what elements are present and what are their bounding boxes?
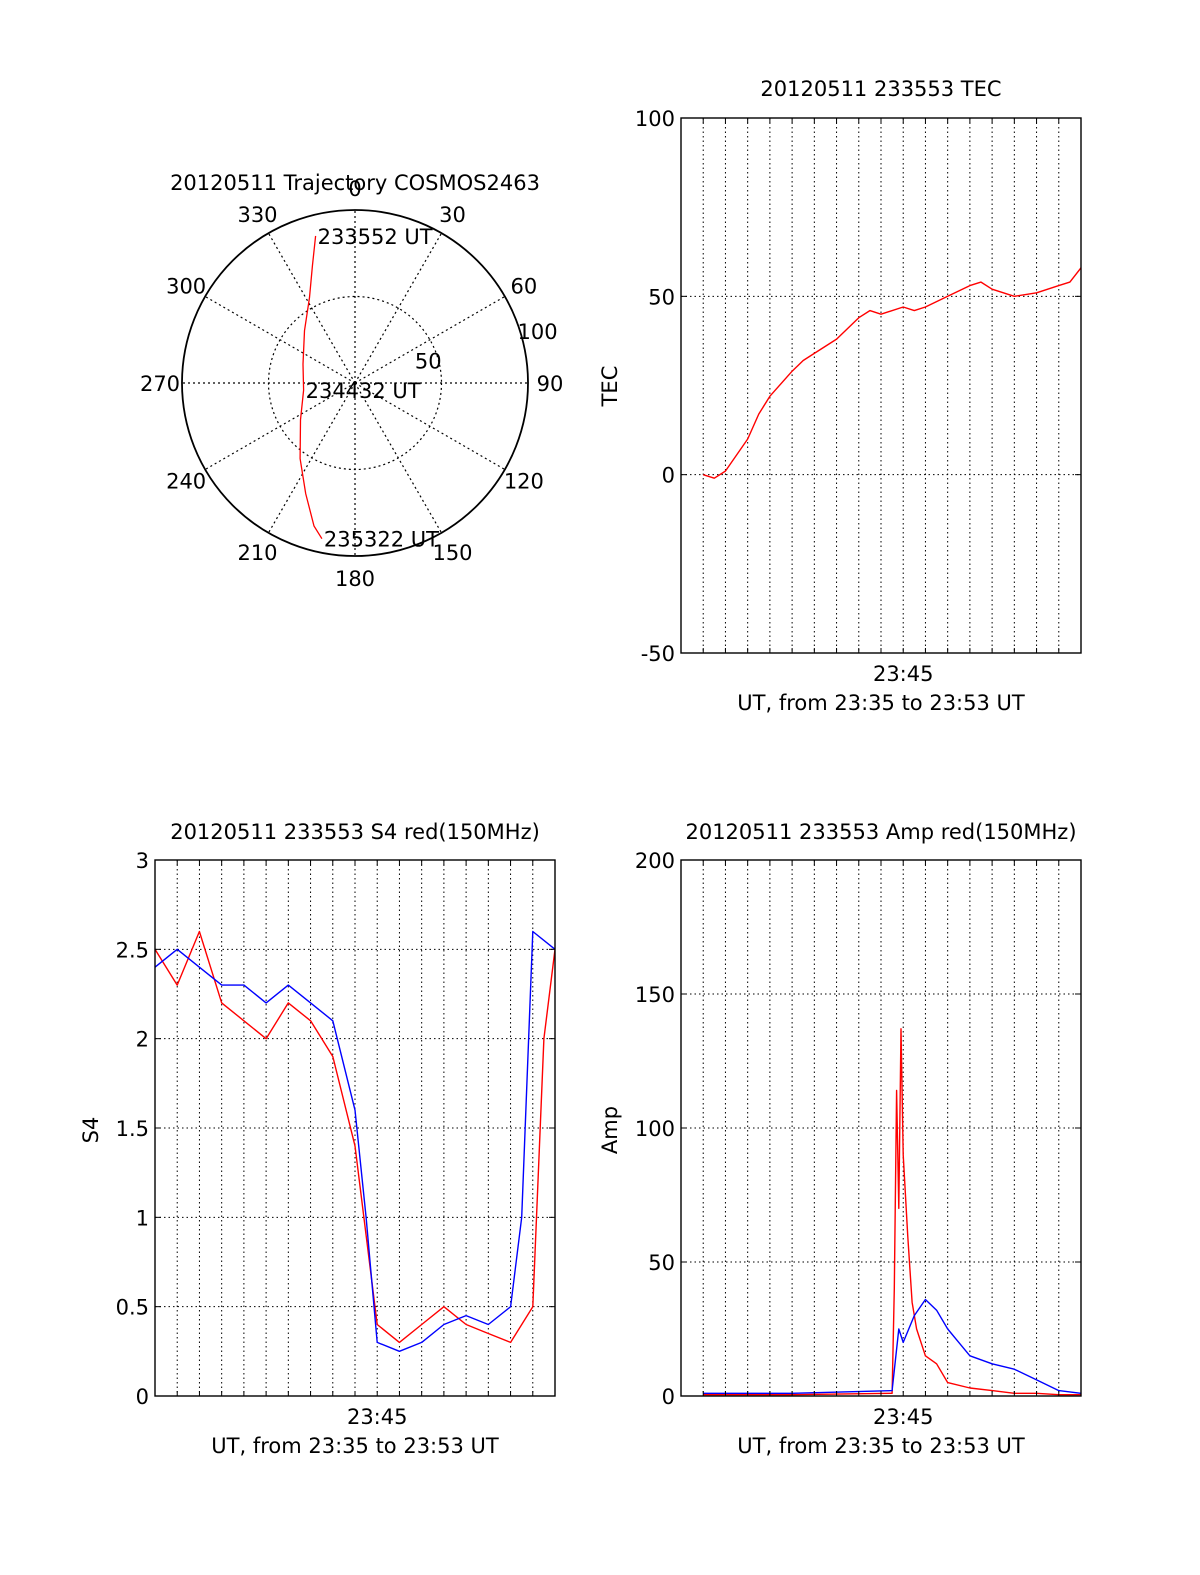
amp-series-line (703, 1298, 1081, 1394)
s4-grid (155, 860, 555, 1396)
amp-ytick-label: 50 (648, 1251, 675, 1275)
s4-ytick-label: 1 (136, 1206, 149, 1230)
amp-ytick-label: 0 (662, 1385, 675, 1409)
amp-xtick-label: 23:45 (873, 1405, 934, 1429)
tec-xtick-label: 23:45 (873, 662, 934, 686)
s4-ylabel: S4 (79, 1117, 103, 1144)
polar-time-annotation: 235322 UT (324, 528, 439, 552)
s4-ytick-label: 1.5 (116, 1117, 149, 1141)
polar-outer-ring (181, 209, 529, 557)
tec-series-line (702, 267, 1081, 479)
amp-axes: 0 50 100 150 200 23:45 (635, 849, 1082, 1429)
s4-ytick-label: 0.5 (116, 1296, 149, 1320)
polar-spoke (354, 295, 506, 384)
tec-ylabel: TEC (598, 366, 622, 408)
tec-xlabel: UT, from 23:35 to 23:53 UT (737, 691, 1025, 715)
s4-ytick-label: 2.5 (116, 938, 149, 962)
tec-ytick-label: 100 (635, 107, 675, 131)
polar-radial-label: 50 (415, 349, 442, 373)
s4-chart: 20120511 233553 S4 red(150MHz) 0 0.5 1 1.5 2… (79, 820, 556, 1458)
polar-spoke (354, 232, 443, 384)
polar-angle-label: 150 (432, 541, 472, 565)
polar-angle-label: 180 (335, 567, 375, 591)
s4-series-line (155, 930, 555, 1352)
amp-ylabel: Amp (598, 1106, 622, 1154)
polar-angle-label: 0 (348, 177, 361, 201)
tec-series (702, 267, 1081, 479)
amp-ytick-label: 100 (635, 1117, 675, 1141)
amp-xlabel: UT, from 23:35 to 23:53 UT (737, 1434, 1025, 1458)
tec-frame (680, 117, 1082, 654)
polar-angle-label: 120 (504, 470, 544, 494)
polar-grid (181, 209, 529, 557)
polar-radial-label: 100 (518, 320, 558, 344)
s4-axes: 0 0.5 1 1.5 2 2.5 3 23:45 (116, 849, 556, 1429)
polar-angle-label: 30 (439, 203, 466, 227)
polar-time-annotation: 233552 UT (318, 225, 433, 249)
amp-series-line (703, 1028, 1081, 1396)
polar-angle-label: 300 (166, 275, 206, 299)
s4-xlabel: UT, from 23:35 to 23:53 UT (211, 1434, 499, 1458)
polar-time-annotation: 234432 UT (306, 379, 421, 403)
s4-frame (154, 859, 556, 1397)
amp-ytick-label: 150 (635, 983, 675, 1007)
polar-angle-label: 90 (537, 372, 564, 396)
s4-xtick-label: 23:45 (347, 1405, 408, 1429)
polar-angle-label: 270 (140, 372, 180, 396)
polar-inner-ring (267, 295, 443, 471)
polar-angle-label: 240 (166, 470, 206, 494)
amp-grid (681, 860, 1081, 1396)
tec-series-group (702, 267, 1081, 479)
amp-series (703, 1028, 1081, 1396)
polar-trajectory-series (299, 235, 323, 540)
s4-series-line (155, 930, 555, 1344)
tec-ytick-label: 0 (662, 464, 675, 488)
tec-grid (681, 118, 1081, 653)
s4-ytick-label: 3 (136, 849, 149, 873)
polar-labels: 0 30 60 90 120 150 180 210 240 270 300 330 50 100 2335… (140, 177, 563, 591)
s4-series (155, 930, 555, 1352)
tec-axes: -50 0 50 100 23:45 (635, 107, 1082, 686)
polar-trajectory-line (299, 235, 323, 540)
tec-ytick-label: -50 (641, 642, 675, 666)
s4-series-group (155, 930, 555, 1352)
polar-title: 20120511 Trajectory COSMOS2463 (170, 171, 540, 195)
tec-chart: 20120511 233553 TEC -50 0 50 100 23:45 UT, f… (598, 77, 1082, 715)
tec-ytick-label: 50 (648, 285, 675, 309)
amp-ytick-label: 200 (635, 849, 675, 873)
s4-ytick-label: 0 (136, 1385, 149, 1409)
amp-chart: 20120511 233553 Amp red(150MHz) 0 50 100 15… (598, 820, 1082, 1458)
polar-angle-label: 210 (237, 541, 277, 565)
polar-angle-label: 60 (511, 275, 538, 299)
s4-ytick-label: 2 (136, 1028, 149, 1052)
s4-title: 20120511 233553 S4 red(150MHz) (170, 820, 540, 844)
amp-series-group (703, 1028, 1081, 1396)
polar-trajectory-chart: 20120511 Trajectory COSMOS2463 0 30 60 90 12… (140, 171, 563, 591)
polar-angle-label: 330 (237, 203, 277, 227)
amp-frame (680, 859, 1082, 1397)
amp-title: 20120511 233553 Amp red(150MHz) (685, 820, 1076, 844)
tec-title: 20120511 233553 TEC (760, 77, 1001, 101)
